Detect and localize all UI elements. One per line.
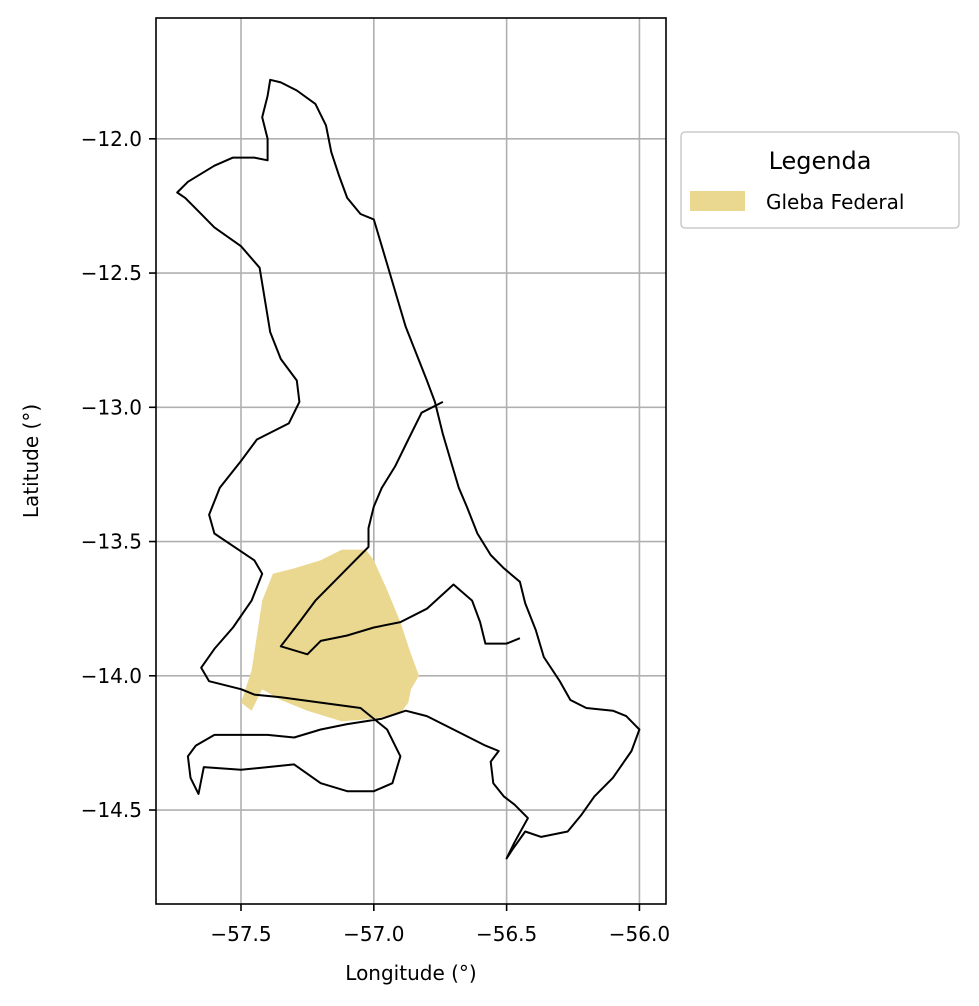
- y-tick-label-3: −13.5: [81, 530, 142, 554]
- x-tick-label-0: −57.5: [210, 922, 271, 946]
- y-tick-label-0: −12.0: [81, 127, 142, 151]
- legend-title: Legenda: [769, 147, 872, 175]
- y-tick-label-4: −14.0: [81, 664, 142, 688]
- y-axis-ticks: −12.0 −12.5 −13.0 −13.5 −14.0 −14.5: [81, 127, 156, 822]
- legend-box: [680, 131, 960, 229]
- legend: Legenda Gleba Federal: [680, 131, 960, 229]
- plot-area: [155, 17, 667, 905]
- y-axis-label: Latitude (°): [19, 404, 43, 518]
- gridlines: [156, 18, 666, 904]
- gleba-federal-area: [241, 549, 419, 722]
- x-axis-label: Longitude (°): [345, 961, 476, 985]
- y-tick-label-5: −14.5: [81, 798, 142, 822]
- x-axis-ticks: −57.5 −57.0 −56.5 −56.0: [210, 904, 670, 946]
- legend-label-gleba: Gleba Federal: [766, 190, 904, 214]
- plot-frame: [155, 17, 667, 905]
- boundary-inner-line-1: [279, 401, 521, 656]
- y-tick-label-2: −13.0: [81, 395, 142, 419]
- boundary-outer-outline-0: [176, 78, 641, 860]
- x-tick-label-3: −56.0: [609, 922, 670, 946]
- municipal-boundaries: [176, 78, 641, 860]
- x-tick-label-1: −57.0: [343, 922, 404, 946]
- gleba-federal-layer: [241, 549, 419, 722]
- x-tick-label-2: −56.5: [476, 922, 537, 946]
- legend-swatch-gleba: [690, 191, 745, 211]
- y-tick-label-1: −12.5: [81, 261, 142, 285]
